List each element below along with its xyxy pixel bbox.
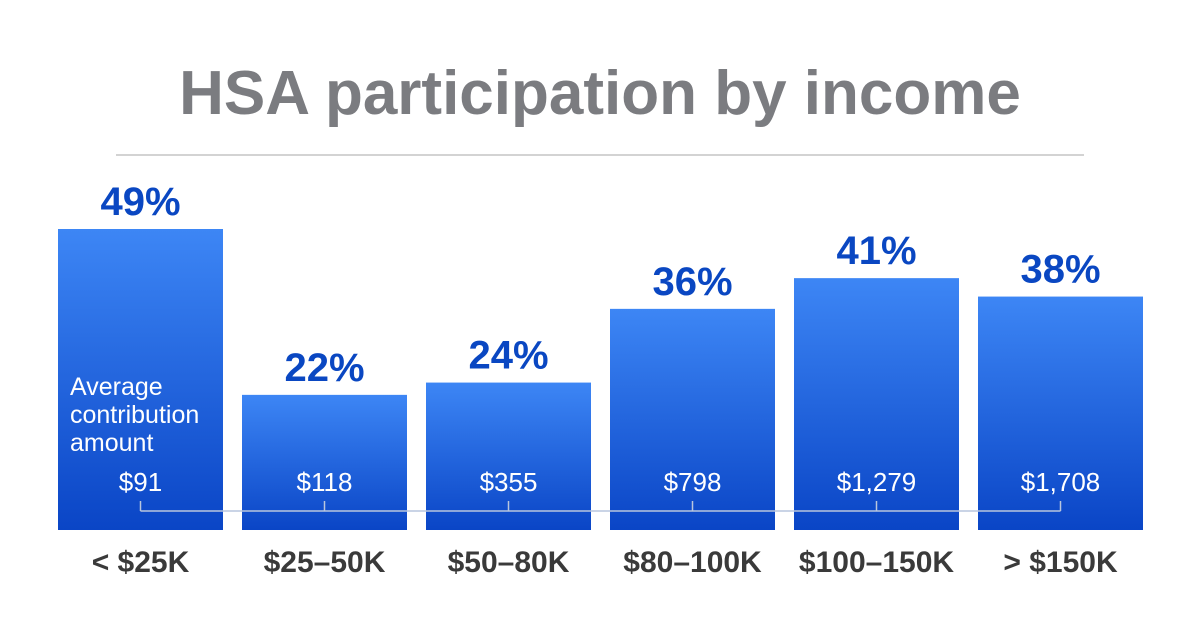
bar-4 [794,278,959,530]
contribution-connector [139,501,1062,512]
contribution-label-5: $1,708 [1021,467,1101,497]
bar-3 [610,308,775,530]
category-label-5: > $150K [1003,546,1118,579]
contribution-note-line-1: contribution [70,401,199,429]
title-divider [116,154,1084,156]
category-label-2: $50–80K [448,546,570,579]
labels-group: 49% < $25K $91 22% $25–50K $118 24% $50–80K $355… [70,180,1118,579]
value-label-1: 22% [284,346,364,390]
contribution-label-1: $118 [297,467,353,497]
value-label-3: 36% [652,260,732,304]
category-label-1: $25–50K [264,546,386,579]
contribution-label-2: $355 [480,467,538,497]
chart-title: HSA participation by income [179,59,1021,128]
value-label-2: 24% [468,334,548,378]
value-label-4: 41% [836,229,916,273]
category-label-0: < $25K [92,546,190,579]
contribution-label-0: $91 [119,467,162,497]
value-label-5: 38% [1020,248,1100,292]
contribution-label-4: $1,279 [837,467,917,497]
bars-group [58,229,1143,530]
contribution-note-line-0: Average [70,373,163,401]
bar-0 [58,229,223,530]
category-label-3: $80–100K [623,546,762,579]
contribution-note-line-2: amount [70,429,153,457]
bar-5 [978,296,1143,530]
value-label-0: 49% [100,180,180,224]
contribution-label-3: $798 [664,467,722,497]
category-label-4: $100–150K [799,546,954,579]
